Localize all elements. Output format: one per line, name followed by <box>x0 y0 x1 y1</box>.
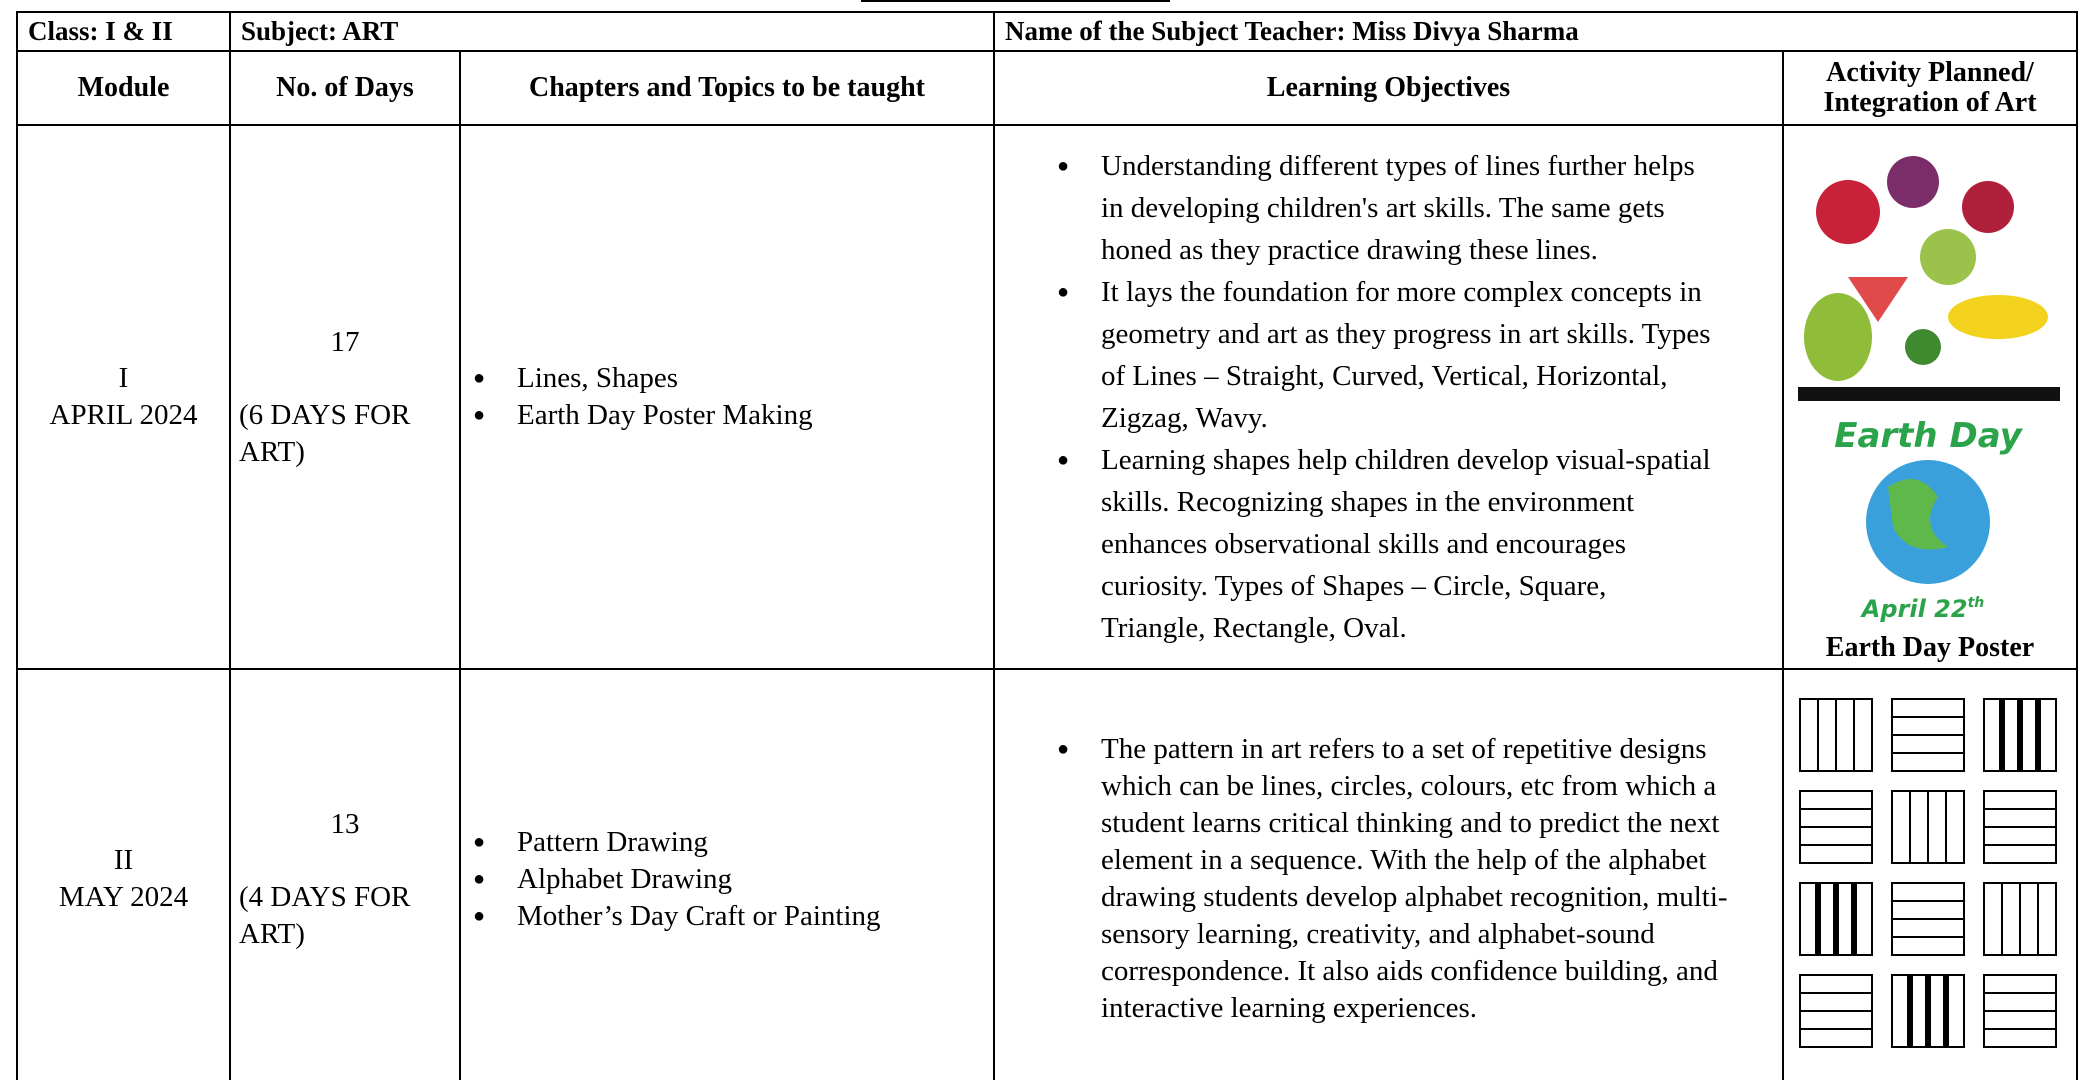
pattern-tile <box>1983 789 2057 864</box>
module-month: MAY 2024 <box>58 881 189 913</box>
col-header: No. of Days <box>229 50 461 126</box>
pattern-tile <box>1799 973 1873 1048</box>
days-cell: 17 (6 DAYS FOR ART) <box>229 124 461 670</box>
module-num: I <box>118 362 129 394</box>
plan-table: Class: I & II Subject: ART Name of the S… <box>16 11 2079 1080</box>
class-cell: Class: I & II <box>16 11 231 52</box>
col-header: Learning Objectives <box>993 50 1784 126</box>
topic: Earth Day Poster Making <box>473 397 985 434</box>
objective: Learning shapes help children develop vi… <box>1057 439 1712 649</box>
pattern-tile <box>1891 881 1965 956</box>
fruits-illustration <box>1798 156 2060 401</box>
pattern-tile <box>1799 881 1873 956</box>
pattern-tile <box>1799 697 1873 772</box>
objective: Understanding different types of lines f… <box>1057 145 1712 271</box>
poster-title: Earth Day <box>1834 416 2023 456</box>
activity-cell: Earth Day April 22th Earth Day Poster <box>1781 124 2079 670</box>
activity-caption: Earth Day Poster <box>1825 632 2035 663</box>
topic: Alphabet Drawing <box>473 861 985 898</box>
module-cell: I APRIL 2024 <box>16 124 231 670</box>
pattern-tile <box>1891 973 1965 1048</box>
column-header-row: Module No. of Days Chapters and Topics t… <box>16 50 2079 126</box>
earth-day-illustration: Earth Day April 22th <box>1834 416 2023 623</box>
pattern-tile <box>1891 697 1965 772</box>
module-month: APRIL 2024 <box>49 399 198 431</box>
subject-cell: Subject: ART <box>229 11 995 52</box>
col-header: Activity Planned/ Integration of Art <box>1781 50 2079 126</box>
poster-date-main: April 22 <box>1860 595 1968 623</box>
illustrations: Earth Day April 22th <box>1798 156 2060 623</box>
poster-date: April 22th <box>1860 595 1984 623</box>
row: II MAY 2024 13 (4 DAYS FOR ART) Pattern Dr… <box>16 668 2079 1080</box>
activity-cell <box>1781 668 2079 1080</box>
topics-cell: Pattern DrawingAlphabet DrawingMother’s … <box>459 668 995 1080</box>
topics-cell: Lines, ShapesEarth Day Poster Making <box>459 124 995 670</box>
days-note: (4 DAYS FOR ART) <box>239 880 411 950</box>
top-rule <box>861 0 1170 2</box>
objectives-cell: The pattern in art refers to a set of re… <box>993 668 1784 1080</box>
row: I APRIL 2024 17 (6 DAYS FOR ART) Lines, Sh… <box>16 124 2079 670</box>
days: 17 <box>330 325 360 358</box>
pattern-tile <box>1983 881 2057 956</box>
topic: Pattern Drawing <box>473 824 985 861</box>
topic: Mother’s Day Craft or Painting <box>473 898 985 935</box>
pattern-illustration <box>1799 697 2057 1048</box>
header-row: Class: I & II Subject: ART Name of the S… <box>16 11 2079 52</box>
days: 13 <box>330 807 360 840</box>
module-num: II <box>113 844 134 876</box>
col-header: Chapters and Topics to be taught <box>459 50 995 126</box>
module-cell: II MAY 2024 <box>16 668 231 1080</box>
days-note: (6 DAYS FOR ART) <box>239 398 411 468</box>
teacher-cell: Name of the Subject Teacher: Miss Divya … <box>992 11 2079 52</box>
objectives-cell: Understanding different types of lines f… <box>993 124 1784 670</box>
pattern-tile <box>1891 789 1965 864</box>
pattern-tile <box>1799 789 1873 864</box>
topic: Lines, Shapes <box>473 360 985 397</box>
objective: The pattern in art refers to a set of re… <box>1057 731 1762 1027</box>
poster-date-sup: th <box>1968 595 1985 611</box>
col-header: Module <box>16 50 231 126</box>
days-cell: 13 (4 DAYS FOR ART) <box>229 668 461 1080</box>
pattern-tile <box>1983 973 2057 1048</box>
objective: It lays the foundation for more complex … <box>1057 271 1712 439</box>
pattern-tile <box>1983 697 2057 772</box>
